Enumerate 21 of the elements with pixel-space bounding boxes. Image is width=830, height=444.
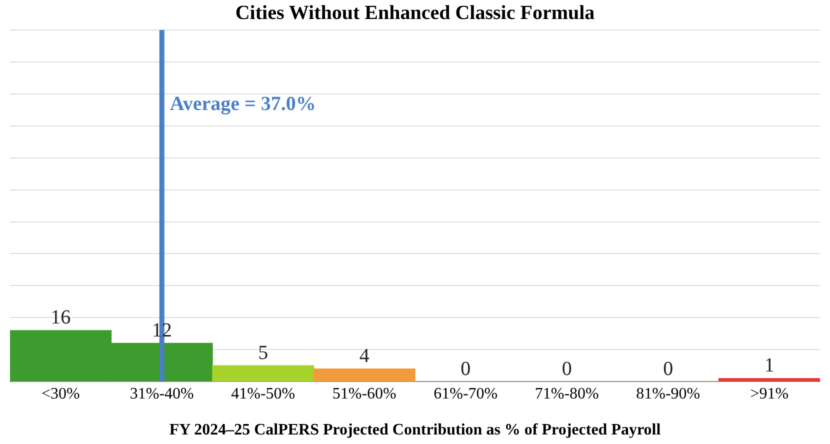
x-tick-label: 51%-60%: [332, 385, 396, 402]
data-label: 5: [258, 342, 268, 364]
x-tick-label: 81%-90%: [636, 385, 700, 402]
x-tick-label: 31%-40%: [130, 385, 194, 402]
x-tick-label: 41%-50%: [231, 385, 296, 402]
data-label: 0: [460, 358, 471, 380]
data-label: 16: [50, 306, 71, 329]
bar: [313, 368, 416, 382]
x-tick-label: <30%: [41, 385, 80, 402]
x-tick-label: 61%-70%: [434, 385, 498, 402]
data-label: 1: [764, 354, 774, 377]
x-tick-label: 71%-80%: [534, 385, 599, 402]
bar: [212, 365, 314, 382]
x-axis-title: FY 2024–25 CalPERS Projected Contribution as % of Projected Payroll: [169, 422, 662, 439]
data-label: 0: [663, 358, 674, 380]
data-label: 4: [359, 345, 370, 368]
x-tick-label: >91%: [750, 385, 789, 402]
chart-title: Cities Without Enhanced Classic Formula: [235, 2, 595, 24]
bar: [718, 378, 820, 382]
ref-line-label: Average = 37.0%: [170, 93, 316, 116]
data-label: 0: [562, 358, 572, 380]
